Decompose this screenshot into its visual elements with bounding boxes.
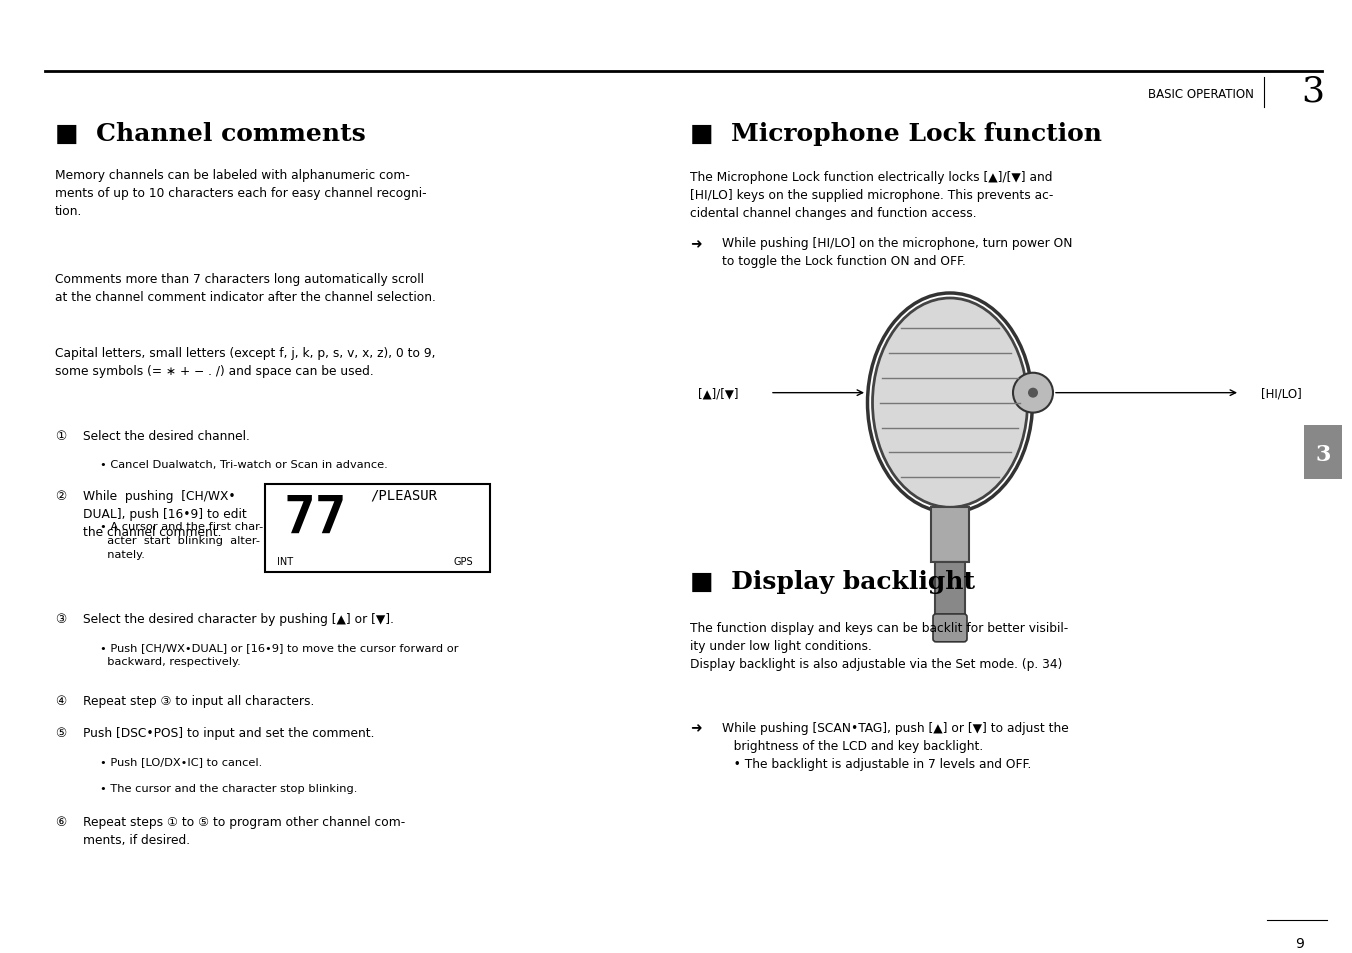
FancyBboxPatch shape	[936, 562, 965, 618]
Text: Comments more than 7 characters long automatically scroll
at the channel comment: Comments more than 7 characters long aut…	[55, 273, 435, 303]
Text: /PLEASUR: /PLEASUR	[370, 488, 437, 502]
Text: Repeat step ③ to input all characters.: Repeat step ③ to input all characters.	[82, 695, 315, 707]
Text: 77: 77	[283, 493, 346, 544]
Text: While pushing [SCAN•TAG], push [▲] or [▼] to adjust the
   brightness of the LCD: While pushing [SCAN•TAG], push [▲] or [▼…	[722, 720, 1068, 770]
Ellipse shape	[872, 298, 1028, 508]
Text: INT: INT	[277, 556, 293, 566]
Text: The function display and keys can be backlit for better visibil-
ity under low l: The function display and keys can be bac…	[690, 621, 1068, 670]
FancyBboxPatch shape	[1303, 425, 1343, 480]
Text: ■  Microphone Lock function: ■ Microphone Lock function	[690, 121, 1102, 146]
Text: ■  Display backlight: ■ Display backlight	[690, 570, 975, 594]
Text: Capital letters, small letters (except f, j, k, p, s, v, x, z), 0 to 9,
some sym: Capital letters, small letters (except f…	[55, 347, 435, 378]
Text: 3: 3	[1301, 74, 1324, 109]
Text: 9: 9	[1295, 936, 1305, 950]
Text: 3: 3	[1315, 443, 1330, 465]
Text: • The cursor and the character stop blinking.: • The cursor and the character stop blin…	[100, 783, 357, 793]
Text: Select the desired channel.: Select the desired channel.	[82, 430, 250, 442]
Text: The Microphone Lock function electrically locks [▲]/[▼] and
[HI/LO] keys on the : The Microphone Lock function electricall…	[690, 172, 1053, 220]
Text: Select the desired character by pushing [▲] or [▼].: Select the desired character by pushing …	[82, 613, 393, 626]
Text: • Push [LO/DX•IC] to cancel.: • Push [LO/DX•IC] to cancel.	[100, 756, 262, 766]
Text: ⑤: ⑤	[55, 726, 66, 740]
Text: ④: ④	[55, 695, 66, 707]
Text: ③: ③	[55, 613, 66, 626]
Circle shape	[1013, 374, 1053, 414]
Text: While pushing [HI/LO] on the microphone, turn power ON
to toggle the Lock functi: While pushing [HI/LO] on the microphone,…	[722, 237, 1072, 268]
Text: BASIC OPERATION: BASIC OPERATION	[1148, 88, 1255, 101]
Text: ⑥: ⑥	[55, 815, 66, 828]
FancyBboxPatch shape	[933, 615, 967, 642]
FancyBboxPatch shape	[932, 508, 969, 562]
Text: [▲]/[▼]: [▲]/[▼]	[698, 387, 738, 399]
Text: • A cursor and the first char-
  acter  start  blinking  alter-
  nately.: • A cursor and the first char- acter sta…	[100, 521, 264, 559]
Text: Repeat steps ① to ⑤ to program other channel com-
ments, if desired.: Repeat steps ① to ⑤ to program other cha…	[82, 815, 406, 846]
Text: Memory channels can be labeled with alphanumeric com-
ments of up to 10 characte: Memory channels can be labeled with alph…	[55, 170, 427, 218]
Text: ➜: ➜	[690, 720, 702, 735]
Text: ➜: ➜	[690, 237, 702, 251]
Text: • Cancel Dualwatch, Tri-watch or Scan in advance.: • Cancel Dualwatch, Tri-watch or Scan in…	[100, 459, 388, 470]
Text: [HI/LO]: [HI/LO]	[1261, 387, 1302, 399]
Text: While  pushing  [CH/WX•
DUAL], push [16•9] to edit
the channel comment.: While pushing [CH/WX• DUAL], push [16•9]…	[82, 489, 247, 538]
Text: Push [DSC•POS] to input and set the comment.: Push [DSC•POS] to input and set the comm…	[82, 726, 375, 740]
Text: GPS: GPS	[453, 556, 473, 566]
Text: ①: ①	[55, 430, 66, 442]
FancyBboxPatch shape	[265, 484, 489, 572]
Text: ■  Channel comments: ■ Channel comments	[55, 121, 366, 146]
Circle shape	[1028, 388, 1038, 398]
Text: • Push [CH/WX•DUAL] or [16•9] to move the cursor forward or
  backward, respecti: • Push [CH/WX•DUAL] or [16•9] to move th…	[100, 642, 458, 666]
Text: ②: ②	[55, 489, 66, 502]
